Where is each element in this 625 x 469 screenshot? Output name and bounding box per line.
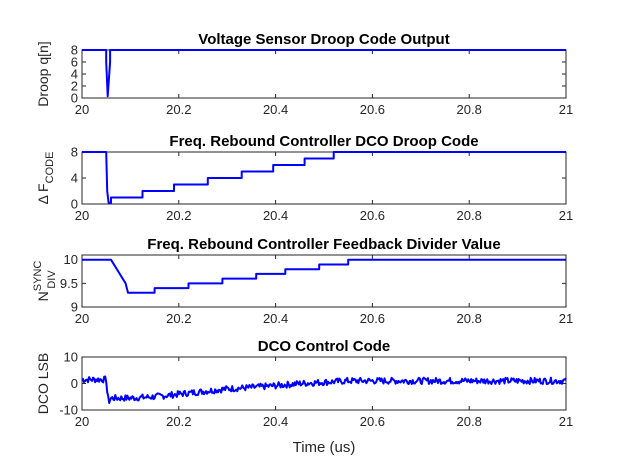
- x-tick-label: 20.8: [457, 414, 482, 429]
- y-tick-label: 4: [71, 67, 78, 82]
- x-tick-label: 21: [559, 311, 573, 326]
- x-tick-label: 20: [75, 311, 89, 326]
- y-axis-label: NSYNC DIV: [32, 261, 58, 302]
- x-tick-label: 20: [75, 102, 89, 117]
- x-tick-label: 20.6: [360, 208, 385, 223]
- chart-panel-2: Freq. Rebound Controller DCO Droop Code 2…: [35, 133, 573, 223]
- series-line: [82, 49, 566, 98]
- x-tick-label: 20.2: [166, 414, 191, 429]
- x-tick-label: 20.6: [360, 311, 385, 326]
- y-tick-label: 8: [71, 43, 78, 58]
- y-axis-label: Δ FCODE: [35, 152, 56, 205]
- x-tick-label: 20.4: [263, 311, 288, 326]
- series-line: [82, 258, 566, 294]
- chart-panel-1: Voltage Sensor Droop Code Output 20 20.2 20…: [35, 31, 573, 117]
- x-tick-label: 20.2: [166, 102, 191, 117]
- y-tick-label: -10: [59, 403, 78, 418]
- chart-title: Voltage Sensor Droop Code Output: [198, 31, 449, 48]
- y-tick-label: 0: [71, 376, 78, 391]
- y-tick-label: 8: [71, 145, 78, 160]
- x-tick-label: 20: [75, 208, 89, 223]
- x-tick-label: 20.6: [360, 102, 385, 117]
- x-tick-label: 20.8: [457, 208, 482, 223]
- y-tick-label: 10: [64, 350, 78, 365]
- axes-box: [81, 49, 567, 99]
- axes-box: [81, 151, 567, 205]
- y-tick-label: 0: [71, 91, 78, 106]
- chart-panel-3: Freq. Rebound Controller Feedback Divide…: [32, 236, 573, 326]
- y-tick-label: 0: [71, 197, 78, 212]
- x-tick-label: 21: [559, 414, 573, 429]
- y-tick-label: 2: [71, 79, 78, 94]
- y-tick-label: 6: [71, 55, 78, 70]
- series-line: [81, 375, 567, 404]
- x-tick-label: 20.8: [457, 102, 482, 117]
- x-tick-label: 20: [75, 414, 89, 429]
- chart-title: Freq. Rebound Controller DCO Droop Code: [169, 133, 478, 150]
- x-tick-label: 21: [559, 102, 573, 117]
- axes-box: [81, 254, 567, 308]
- x-axis-label: Time (us): [293, 439, 356, 456]
- x-tick-label: 20.2: [166, 311, 191, 326]
- x-tick-label: 20.6: [360, 414, 385, 429]
- series-line: [82, 151, 566, 204]
- x-tick-label: 20.8: [457, 311, 482, 326]
- chart-panel-4: DCO Control Code 20 20.2 20.4 20.6 20.8 21 -10 0…: [35, 338, 573, 429]
- y-tick-label: 4: [71, 171, 78, 186]
- y-axis-label: Droop q[n]: [35, 41, 51, 106]
- y-tick-label: 10: [64, 252, 78, 267]
- x-tick-label: 21: [559, 208, 573, 223]
- x-tick-label: 20.4: [263, 102, 288, 117]
- y-tick-label: 9: [71, 300, 78, 315]
- y-tick-label: 9.5: [60, 276, 78, 291]
- chart-title: DCO Control Code: [258, 338, 391, 355]
- chart-title: Freq. Rebound Controller Feedback Divide…: [147, 236, 500, 253]
- y-axis-label: DCO LSB: [35, 353, 51, 414]
- x-tick-label: 20.4: [263, 208, 288, 223]
- x-tick-label: 20.2: [166, 208, 191, 223]
- x-tick-label: 20.4: [263, 414, 288, 429]
